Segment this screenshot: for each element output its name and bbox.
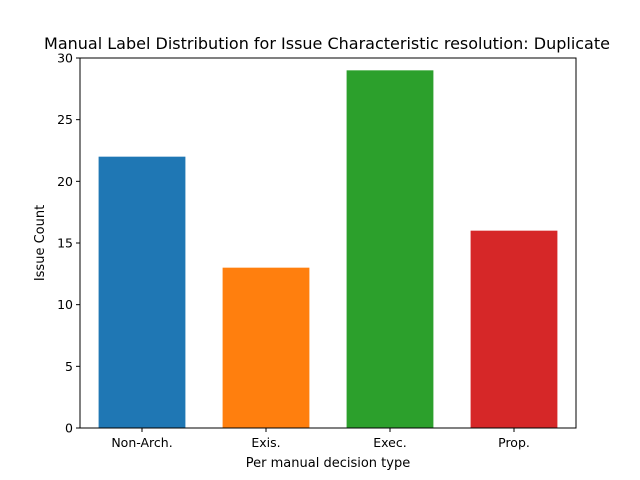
bar-exis xyxy=(222,267,310,428)
bar-non-arch xyxy=(98,156,186,428)
x-tick-label: Exis. xyxy=(251,435,280,450)
y-tick-label: 5 xyxy=(65,359,73,374)
y-tick-label: 10 xyxy=(57,297,73,312)
y-tick-label: 30 xyxy=(57,51,73,66)
y-tick-label: 15 xyxy=(57,236,73,251)
y-tick-label: 0 xyxy=(65,421,73,436)
x-tick-label: Non-Arch. xyxy=(111,435,172,450)
y-tick-label: 20 xyxy=(57,174,73,189)
y-axis: 0 5 10 15 20 25 30 xyxy=(57,51,80,436)
y-tick-label: 25 xyxy=(57,112,73,127)
chart-title: Manual Label Distribution for Issue Char… xyxy=(44,34,610,53)
x-axis: Non-Arch. Exis. Exec. Prop. xyxy=(111,428,530,450)
x-axis-label: Per manual decision type xyxy=(246,456,410,471)
x-tick-label: Exec. xyxy=(373,435,406,450)
bar-exec xyxy=(346,70,434,428)
y-axis-label: Issue Count xyxy=(33,205,48,281)
x-tick-label: Prop. xyxy=(498,435,530,450)
bar-prop xyxy=(470,230,558,428)
plot-area xyxy=(98,70,558,428)
